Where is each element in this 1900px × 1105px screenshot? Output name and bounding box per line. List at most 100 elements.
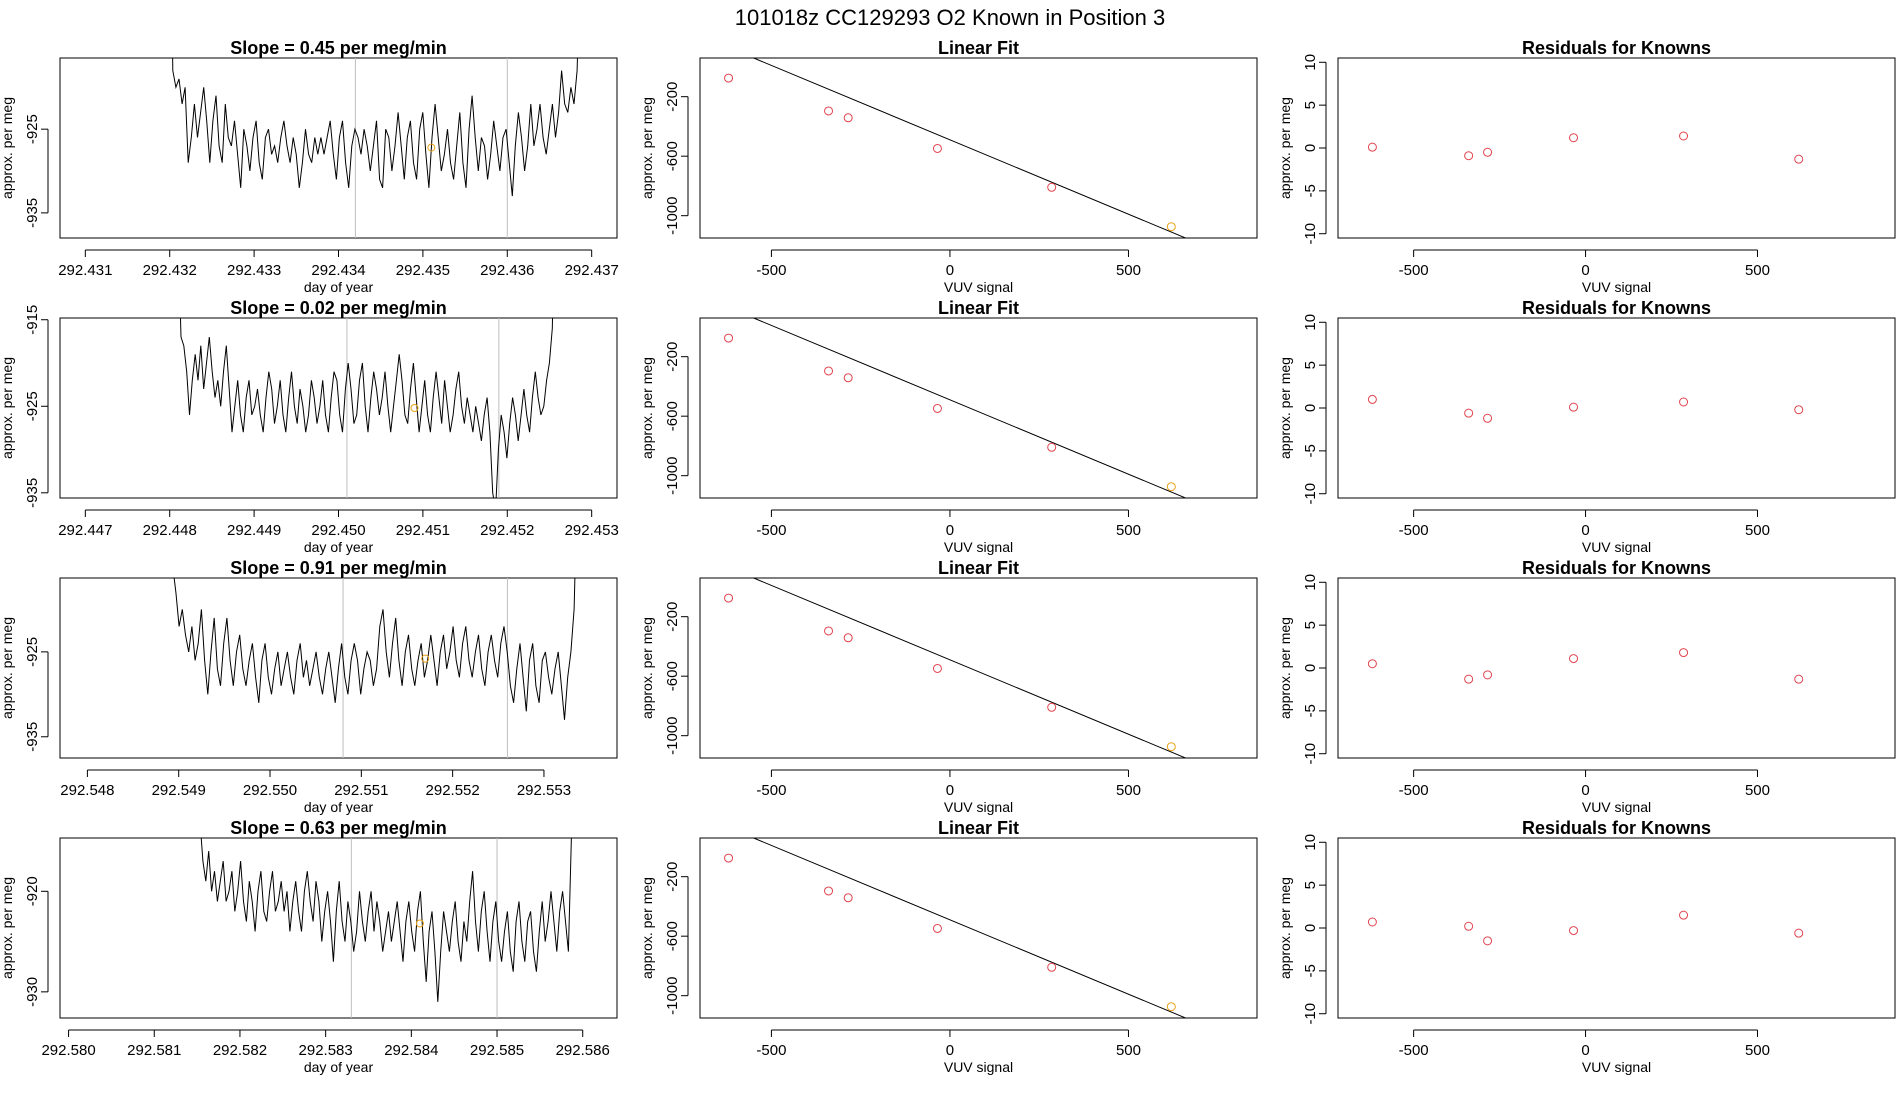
data-point <box>1464 674 1474 684</box>
x-tick-label: 500 <box>1116 1042 1141 1059</box>
highlight-point <box>1166 222 1176 232</box>
highlight-point <box>1166 742 1176 752</box>
data-point <box>1569 133 1579 143</box>
chart-panel-4: Slope = 0.02 per meg/min 292.447 292.448 29… <box>0 298 619 555</box>
x-tick-label: 0 <box>946 1042 954 1059</box>
y-tick-label: -5 <box>1302 704 1319 717</box>
x-tick-label: 292.431 <box>58 262 112 279</box>
data-point <box>1047 442 1057 452</box>
page-title: 101018z CC129293 O2 Known in Position 3 <box>735 5 1166 30</box>
data-point <box>1679 910 1689 920</box>
y-tick-label: -10 <box>1302 743 1319 765</box>
x-tick-label: 292.580 <box>41 1042 95 1059</box>
chart-panel-3: Residuals for Knowns -500 0 500 VUV signal 10… <box>1277 38 1896 295</box>
x-tick-label: 500 <box>1116 262 1141 279</box>
x-tick-label: 0 <box>946 522 954 539</box>
data-point <box>1047 702 1057 712</box>
data-point <box>843 893 853 903</box>
x-axis-label: VUV signal <box>1582 539 1651 555</box>
y-tick-label: 5 <box>1302 101 1319 109</box>
chart-panel-11: Linear Fit -500 0 500 VUV signal -200 -600 -100… <box>639 818 1258 1075</box>
data-point <box>1679 131 1689 141</box>
x-tick-label: 292.436 <box>480 262 534 279</box>
chart-panel-10: Slope = 0.63 per meg/min 292.580 292.581 29… <box>0 818 618 1075</box>
chart-title: Residuals for Knowns <box>1522 818 1711 838</box>
data-point <box>1679 648 1689 658</box>
data-point <box>932 923 942 933</box>
x-axis-label: VUV signal <box>944 279 1013 295</box>
x-axis-label: day of year <box>304 799 374 815</box>
chart-title: Slope = 0.91 per meg/min <box>230 558 447 578</box>
y-tick-label: 5 <box>1302 621 1319 629</box>
chart-title: Slope = 0.63 per meg/min <box>230 818 447 838</box>
y-tick-label: -1000 <box>664 976 681 1014</box>
y-tick-label: -200 <box>664 602 681 632</box>
x-tick-label: 292.551 <box>334 782 388 799</box>
x-axis-label: day of year <box>304 539 374 555</box>
x-tick-label: 292.435 <box>396 262 450 279</box>
data-point <box>724 73 734 83</box>
y-tick-label: 10 <box>1302 834 1319 851</box>
y-tick-label: -600 <box>664 921 681 951</box>
plot-box <box>699 317 1258 499</box>
x-tick-label: 292.581 <box>127 1042 181 1059</box>
x-tick-label: 292.583 <box>299 1042 353 1059</box>
data-point <box>724 593 734 603</box>
x-tick-label: 292.434 <box>311 262 365 279</box>
chart-title: Residuals for Knowns <box>1522 38 1711 58</box>
chart-title: Residuals for Knowns <box>1522 558 1711 578</box>
x-tick-label: 292.449 <box>227 522 281 539</box>
x-tick-label: 292.550 <box>243 782 297 799</box>
data-point <box>1794 405 1804 415</box>
plot-box <box>59 57 618 239</box>
x-tick-label: 0 <box>1581 1042 1589 1059</box>
y-tick-label: 0 <box>1302 404 1319 412</box>
data-point <box>724 853 734 863</box>
data-point <box>1047 962 1057 972</box>
plot-box <box>699 837 1258 1019</box>
x-tick-label: 0 <box>946 262 954 279</box>
data-point <box>1464 408 1474 418</box>
y-tick-label: 0 <box>1302 924 1319 932</box>
chart-panel-7: Slope = 0.91 per meg/min 292.548 292.549 29… <box>0 558 618 815</box>
x-tick-label: 292.582 <box>213 1042 267 1059</box>
x-tick-label: 0 <box>946 782 954 799</box>
data-point <box>1483 147 1493 157</box>
chart-title: Slope = 0.02 per meg/min <box>230 298 447 318</box>
x-tick-label: 292.585 <box>470 1042 524 1059</box>
y-tick-label: 10 <box>1302 314 1319 331</box>
x-tick-label: -500 <box>1399 782 1429 799</box>
y-tick-label: 5 <box>1302 881 1319 889</box>
x-axis-label: VUV signal <box>1582 1059 1651 1075</box>
x-tick-label: 500 <box>1745 782 1770 799</box>
y-tick-label: -200 <box>664 82 681 112</box>
series-line <box>172 58 578 197</box>
x-tick-label: 292.553 <box>517 782 571 799</box>
y-tick-label: 0 <box>1302 664 1319 672</box>
highlight-point <box>427 143 436 152</box>
fit-line <box>752 838 1187 1018</box>
y-axis-label: approx. per meg <box>0 97 15 199</box>
x-tick-label: 292.548 <box>60 782 114 799</box>
y-tick-label: -925 <box>24 391 41 421</box>
plot-box <box>1337 837 1896 1019</box>
y-axis-label: approx. per meg <box>1277 357 1293 459</box>
x-axis-label: VUV signal <box>1582 279 1651 295</box>
data-point <box>1464 921 1474 931</box>
x-tick-label: 292.433 <box>227 262 281 279</box>
plot-box <box>1337 57 1896 239</box>
fit-line <box>752 58 1187 238</box>
fit-line <box>752 578 1187 758</box>
x-axis-label: VUV signal <box>944 1059 1013 1075</box>
x-tick-label: 500 <box>1745 1042 1770 1059</box>
y-axis-label: approx. per meg <box>639 357 655 459</box>
series-line <box>173 578 576 720</box>
data-point <box>1483 413 1493 423</box>
highlight-point <box>1166 482 1176 492</box>
highlight-point <box>415 919 424 928</box>
x-tick-label: 0 <box>1581 522 1589 539</box>
x-tick-label: 292.432 <box>143 262 197 279</box>
y-axis-label: approx. per meg <box>0 877 15 979</box>
fit-line <box>752 318 1187 498</box>
